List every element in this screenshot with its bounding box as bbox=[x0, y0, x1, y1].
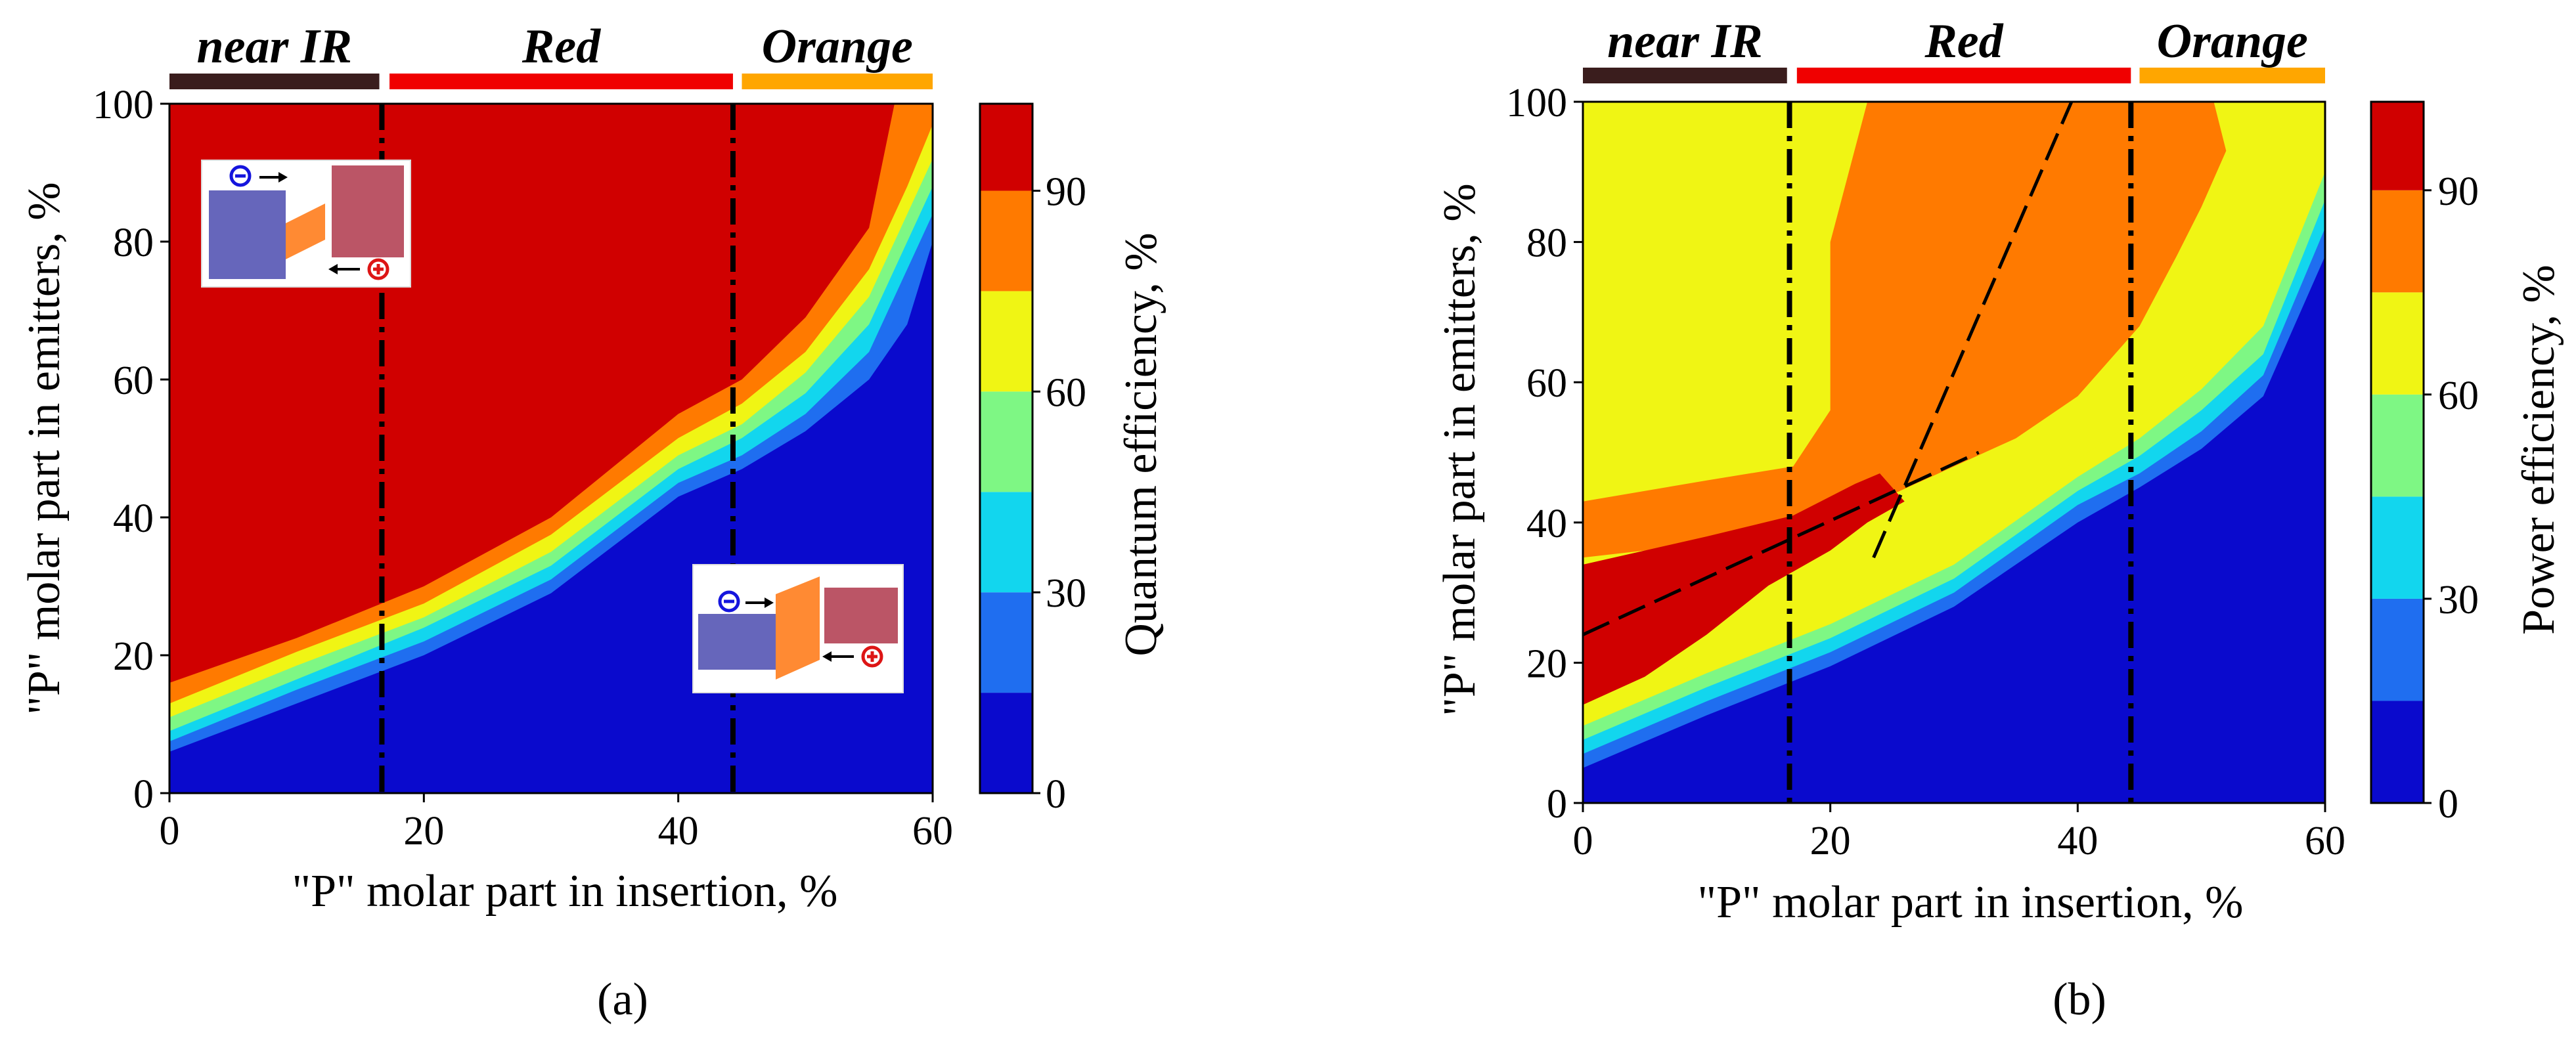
colorbar-tick-label: 60 bbox=[1046, 370, 1086, 415]
contour-fill-b bbox=[1583, 102, 2325, 803]
band-diagram-inset-electron-top bbox=[201, 160, 411, 288]
colorbar-label-a: Quantum efficiency, % bbox=[1116, 232, 1166, 656]
x-tick-label: 20 bbox=[403, 809, 444, 854]
x-axis-a: 0 20 40 60 bbox=[160, 793, 953, 854]
band-label-orange: Orange bbox=[2157, 14, 2308, 68]
colorbar-tick-label: 30 bbox=[1046, 571, 1086, 616]
x-tick-label: 0 bbox=[1573, 819, 1593, 863]
y-tick-label: 60 bbox=[1526, 361, 1567, 406]
colorbar-a: 0 30 60 90 bbox=[979, 102, 1086, 817]
y-tick-label: 80 bbox=[1526, 221, 1567, 266]
y-tick-label: 100 bbox=[93, 83, 154, 127]
y-axis-b: 0 20 40 60 80 100 bbox=[1506, 81, 1583, 827]
colorbar-level bbox=[2371, 598, 2424, 701]
band-bar-near-ir bbox=[169, 74, 380, 89]
panel-label-a: (a) bbox=[597, 974, 648, 1025]
band-label-near-ir: near IR bbox=[1607, 14, 1762, 68]
x-tick-label: 60 bbox=[912, 809, 953, 854]
y-tick-label: 20 bbox=[113, 634, 154, 679]
x-axis-b: 0 20 40 60 bbox=[1573, 803, 2345, 863]
colorbar-tick-label: 90 bbox=[2438, 169, 2479, 214]
band-bar-orange bbox=[2139, 68, 2325, 83]
colorbar-level bbox=[2371, 701, 2424, 803]
band-diagram-inset-hole-bottom bbox=[692, 564, 904, 693]
contour-level-75-90-region bbox=[1583, 102, 2227, 558]
colorbar-level bbox=[2371, 292, 2424, 395]
colorbar-level bbox=[980, 104, 1033, 191]
band-label-orange: Orange bbox=[762, 20, 913, 74]
colorbar-level bbox=[980, 391, 1033, 492]
contour-level-0-fill bbox=[1583, 255, 2325, 803]
x-tick-label: 0 bbox=[160, 809, 180, 854]
spectral-bands-a: near IR Red Orange bbox=[169, 20, 933, 89]
y-tick-label: 0 bbox=[133, 772, 154, 817]
trend-dashed-line-2 bbox=[1872, 101, 2074, 559]
band-bar-red bbox=[389, 74, 733, 89]
band-label-red: Red bbox=[1924, 14, 2003, 68]
x-tick-label: 20 bbox=[1810, 819, 1851, 863]
x-tick-label: 60 bbox=[2305, 819, 2345, 863]
colorbar-tick-label: 60 bbox=[2438, 374, 2479, 418]
colorbar-level bbox=[980, 291, 1033, 392]
colorbar-label-b: Power efficiency, % bbox=[2514, 265, 2564, 635]
y-axis-label-a: "P" molar part in emitters, % bbox=[19, 182, 70, 714]
colorbar-level bbox=[2371, 102, 2424, 190]
colorbar-frame bbox=[979, 102, 1034, 794]
y-tick-label: 0 bbox=[1547, 782, 1567, 827]
panel-label-b: (b) bbox=[2053, 974, 2106, 1025]
y-tick-label: 60 bbox=[113, 358, 154, 403]
plot-frame-a bbox=[168, 102, 934, 794]
x-axis-label-b: "P" molar part in insertion, % bbox=[1698, 877, 2244, 928]
y-tick-label: 100 bbox=[1506, 81, 1567, 125]
colorbar-tick-label: 0 bbox=[2438, 782, 2458, 827]
y-tick-label: 20 bbox=[1526, 641, 1567, 686]
trend-dashed-line-1 bbox=[1582, 450, 1980, 636]
colorbar-frame bbox=[2370, 100, 2425, 804]
band-bar-near-ir bbox=[1583, 68, 1787, 83]
y-axis-a: 0 20 40 60 80 100 bbox=[93, 83, 169, 817]
band-bar-orange bbox=[742, 74, 933, 89]
colorbar-level bbox=[980, 492, 1033, 593]
colorbar-level bbox=[980, 190, 1033, 292]
band-label-red: Red bbox=[522, 20, 601, 74]
colorbar-level bbox=[980, 592, 1033, 693]
band-label-near-ir: near IR bbox=[197, 20, 352, 74]
y-tick-label: 40 bbox=[113, 496, 154, 541]
panel-a: near IR Red Orange bbox=[19, 20, 1166, 1025]
contour-level-90-region bbox=[1583, 473, 1905, 705]
x-tick-label: 40 bbox=[2057, 819, 2098, 863]
y-tick-label: 80 bbox=[113, 221, 154, 265]
colorbar-tick-label: 90 bbox=[1046, 170, 1086, 215]
colorbar-b: 0 30 60 90 bbox=[2370, 100, 2479, 827]
band-bar-red bbox=[1796, 68, 2131, 83]
plot-frame-b bbox=[1582, 100, 2326, 804]
y-tick-label: 40 bbox=[1526, 502, 1567, 546]
colorbar-tick-label: 30 bbox=[2438, 578, 2479, 622]
x-axis-label-a: "P" molar part in insertion, % bbox=[292, 866, 838, 917]
spectral-bands-b: near IR Red Orange bbox=[1583, 14, 2325, 83]
colorbar-tick-label: 0 bbox=[1046, 772, 1066, 817]
colorbar-level bbox=[2371, 496, 2424, 599]
panel-b: near IR Red Orange 0 20 40 60 020406080100 … bbox=[1434, 14, 2564, 1025]
x-tick-label: 40 bbox=[658, 809, 699, 854]
colorbar-level bbox=[980, 693, 1033, 793]
colorbar-level bbox=[2371, 394, 2424, 497]
y-axis-label-b: "P" molar part in emitters, % bbox=[1434, 183, 1485, 716]
colorbar-level bbox=[2371, 190, 2424, 293]
